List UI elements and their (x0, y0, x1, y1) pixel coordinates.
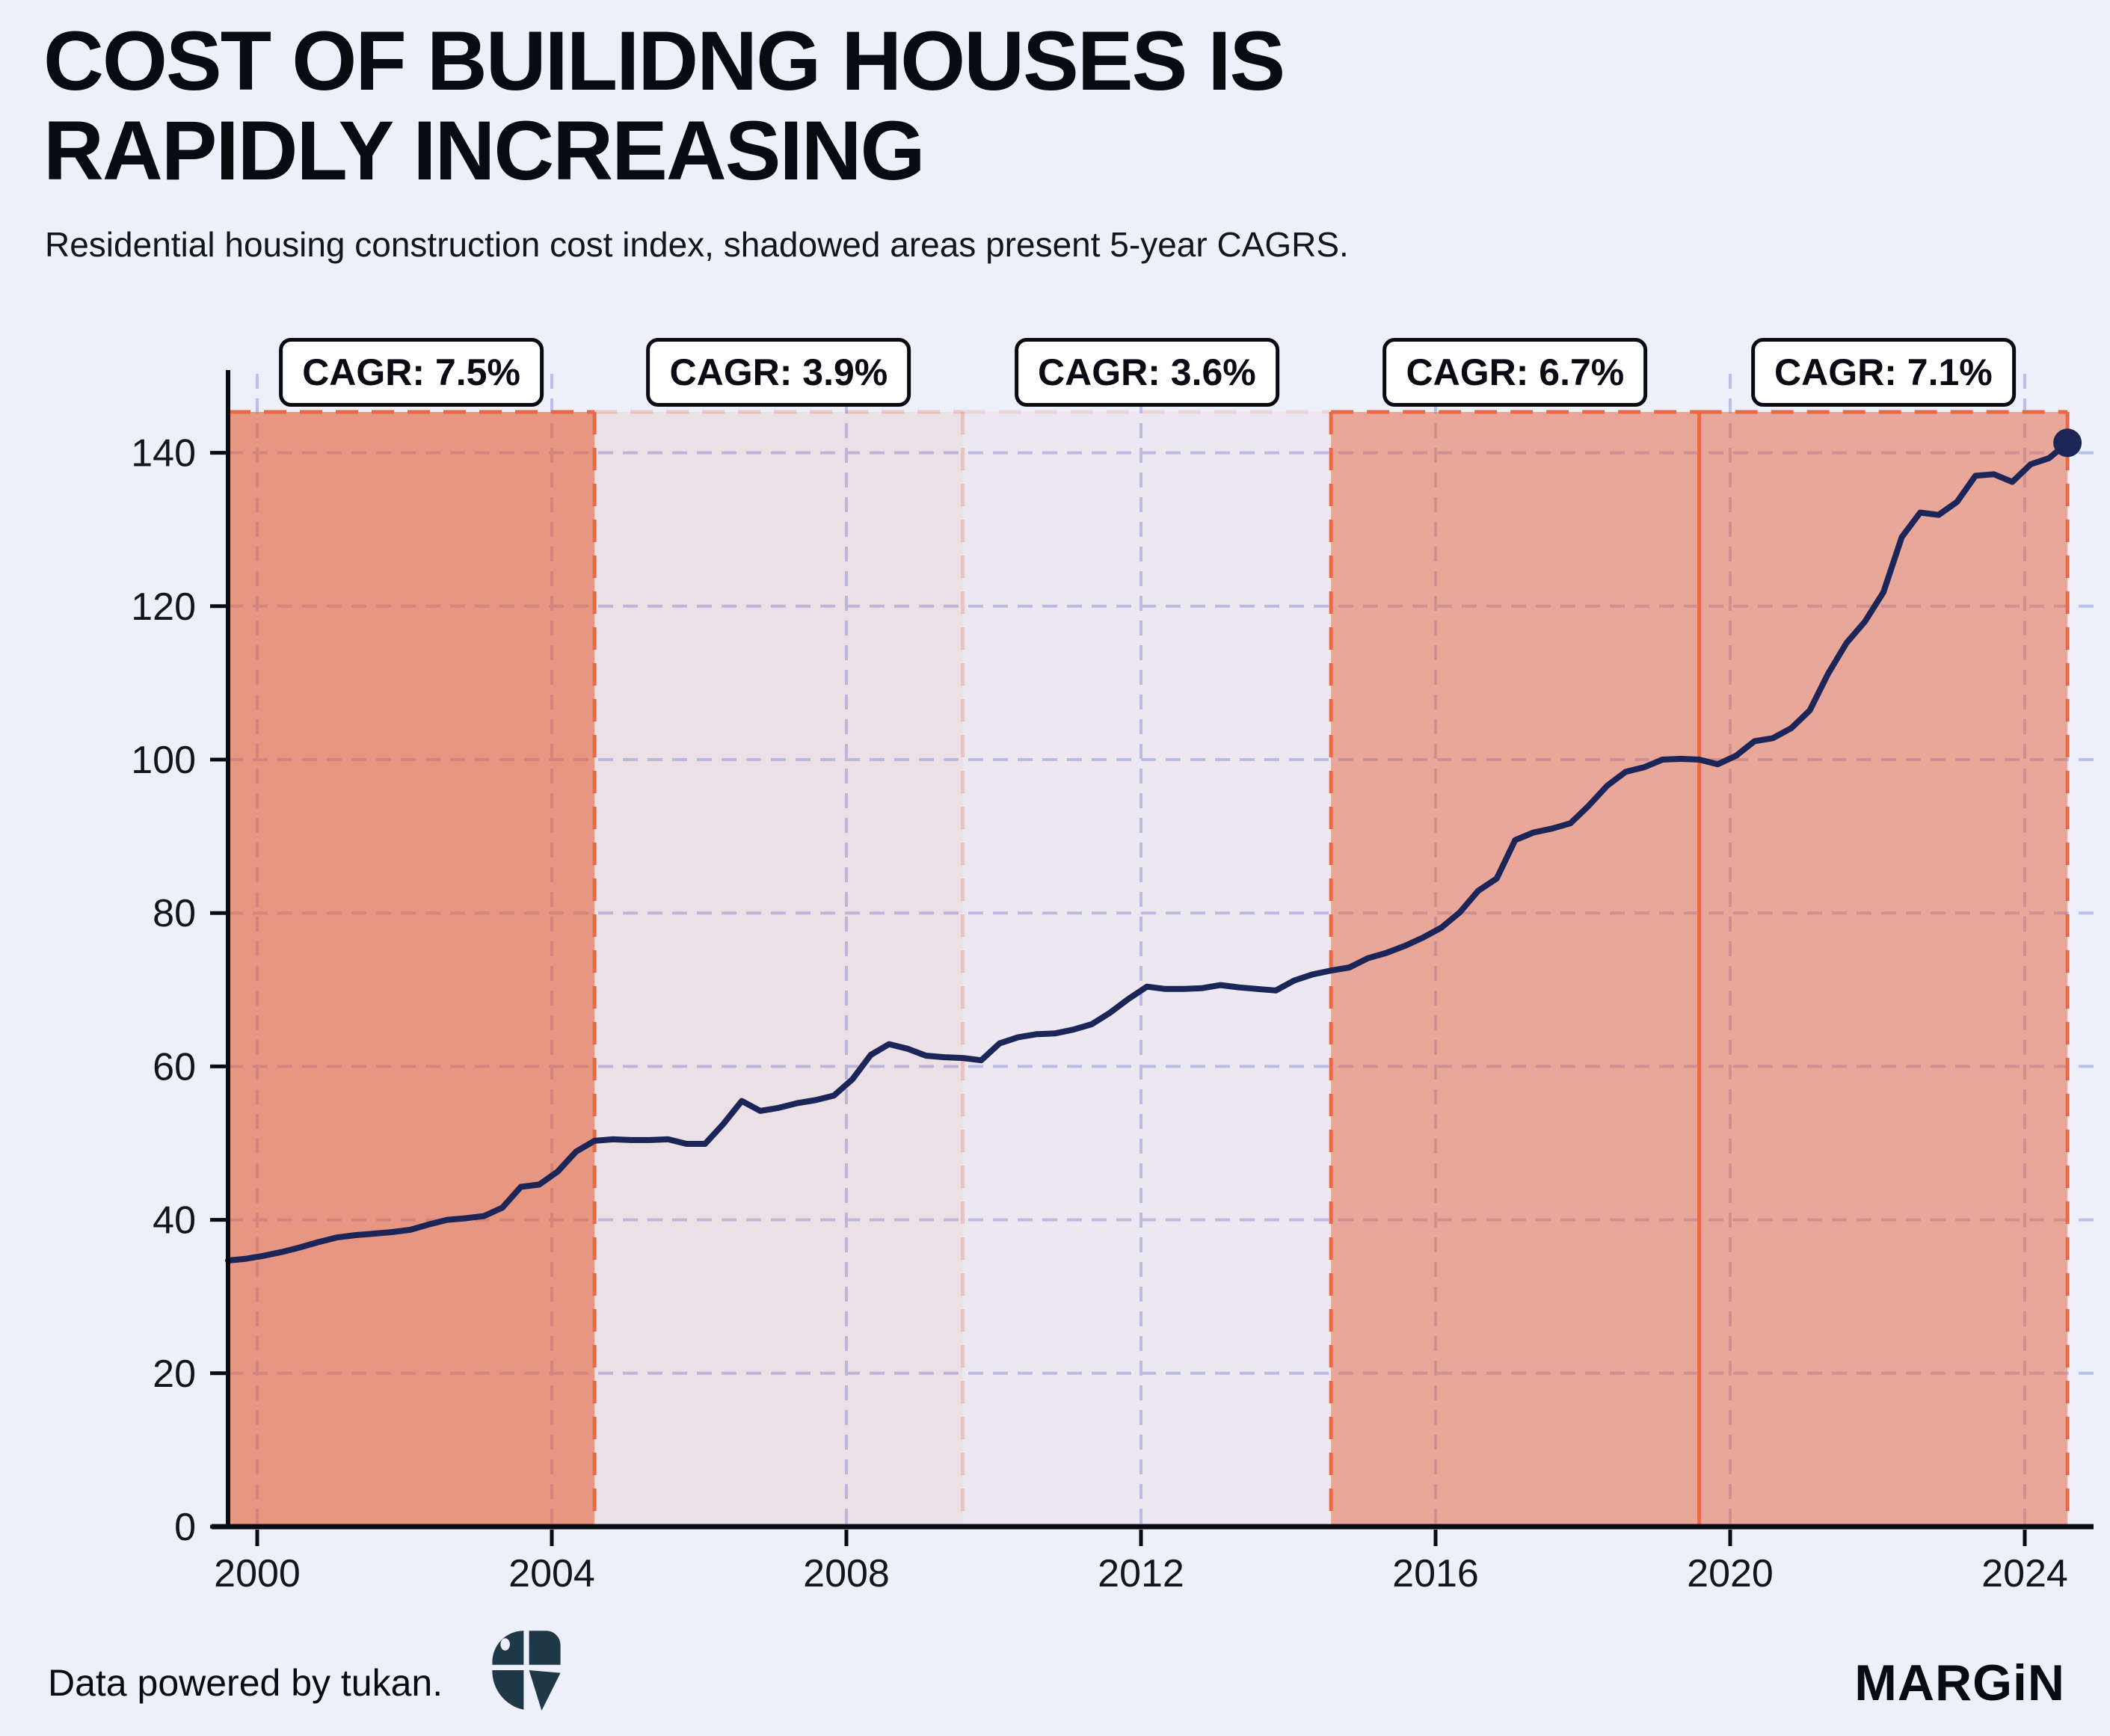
page-title: COST OF BUILIDNG HOUSES IS RAPIDLY INCREA… (43, 14, 1285, 197)
title-line-1: COST OF BUILIDNG HOUSES IS (43, 14, 1285, 108)
cagr-label-window-5: CAGR: 7.1% (1751, 338, 2016, 407)
y-tick-label: 40 (153, 1199, 196, 1243)
tukan-toucan-icon (492, 1631, 561, 1711)
x-tick-label: 2016 (1392, 1552, 1479, 1595)
page-subtitle: Residential housing construction cost in… (45, 225, 1349, 264)
x-tick-label: 2008 (803, 1552, 890, 1595)
cagr-region-3 (962, 412, 1332, 1527)
x-tick-label: 2012 (1098, 1552, 1184, 1595)
cagr-label-window-2: CAGR: 3.9% (646, 338, 911, 407)
cagr-region-5 (1699, 412, 2068, 1527)
y-tick-label: 0 (174, 1506, 196, 1549)
y-tick-label: 100 (131, 739, 196, 782)
y-tick-label: 140 (131, 432, 196, 475)
cagr-region-4 (1331, 412, 1700, 1527)
margin-wordmark: MARGiN (1854, 1655, 2065, 1711)
cagr-label-window-4: CAGR: 6.7% (1382, 338, 1648, 407)
cagr-region-2 (594, 412, 963, 1527)
data-credit: Data powered by tukan. (48, 1662, 443, 1704)
y-tick-label: 120 (131, 585, 196, 629)
y-tick-label: 60 (153, 1045, 196, 1089)
x-tick-label: 2020 (1687, 1552, 1774, 1595)
cagr-label-window-1: CAGR: 7.5% (279, 338, 544, 407)
x-tick-label: 2024 (1981, 1552, 2068, 1595)
y-tick-label: 20 (153, 1352, 196, 1396)
x-tick-label: 2000 (214, 1552, 301, 1595)
title-line-2: RAPIDLY INCREASING (43, 103, 926, 197)
x-tick-label: 2004 (508, 1552, 595, 1595)
cagr-label-window-3: CAGR: 3.6% (1015, 338, 1279, 407)
cost-index-line (225, 440, 2071, 1263)
cagr-region-1 (228, 412, 595, 1527)
y-tick-label: 80 (153, 892, 196, 935)
latest-value-dot (2053, 428, 2082, 458)
